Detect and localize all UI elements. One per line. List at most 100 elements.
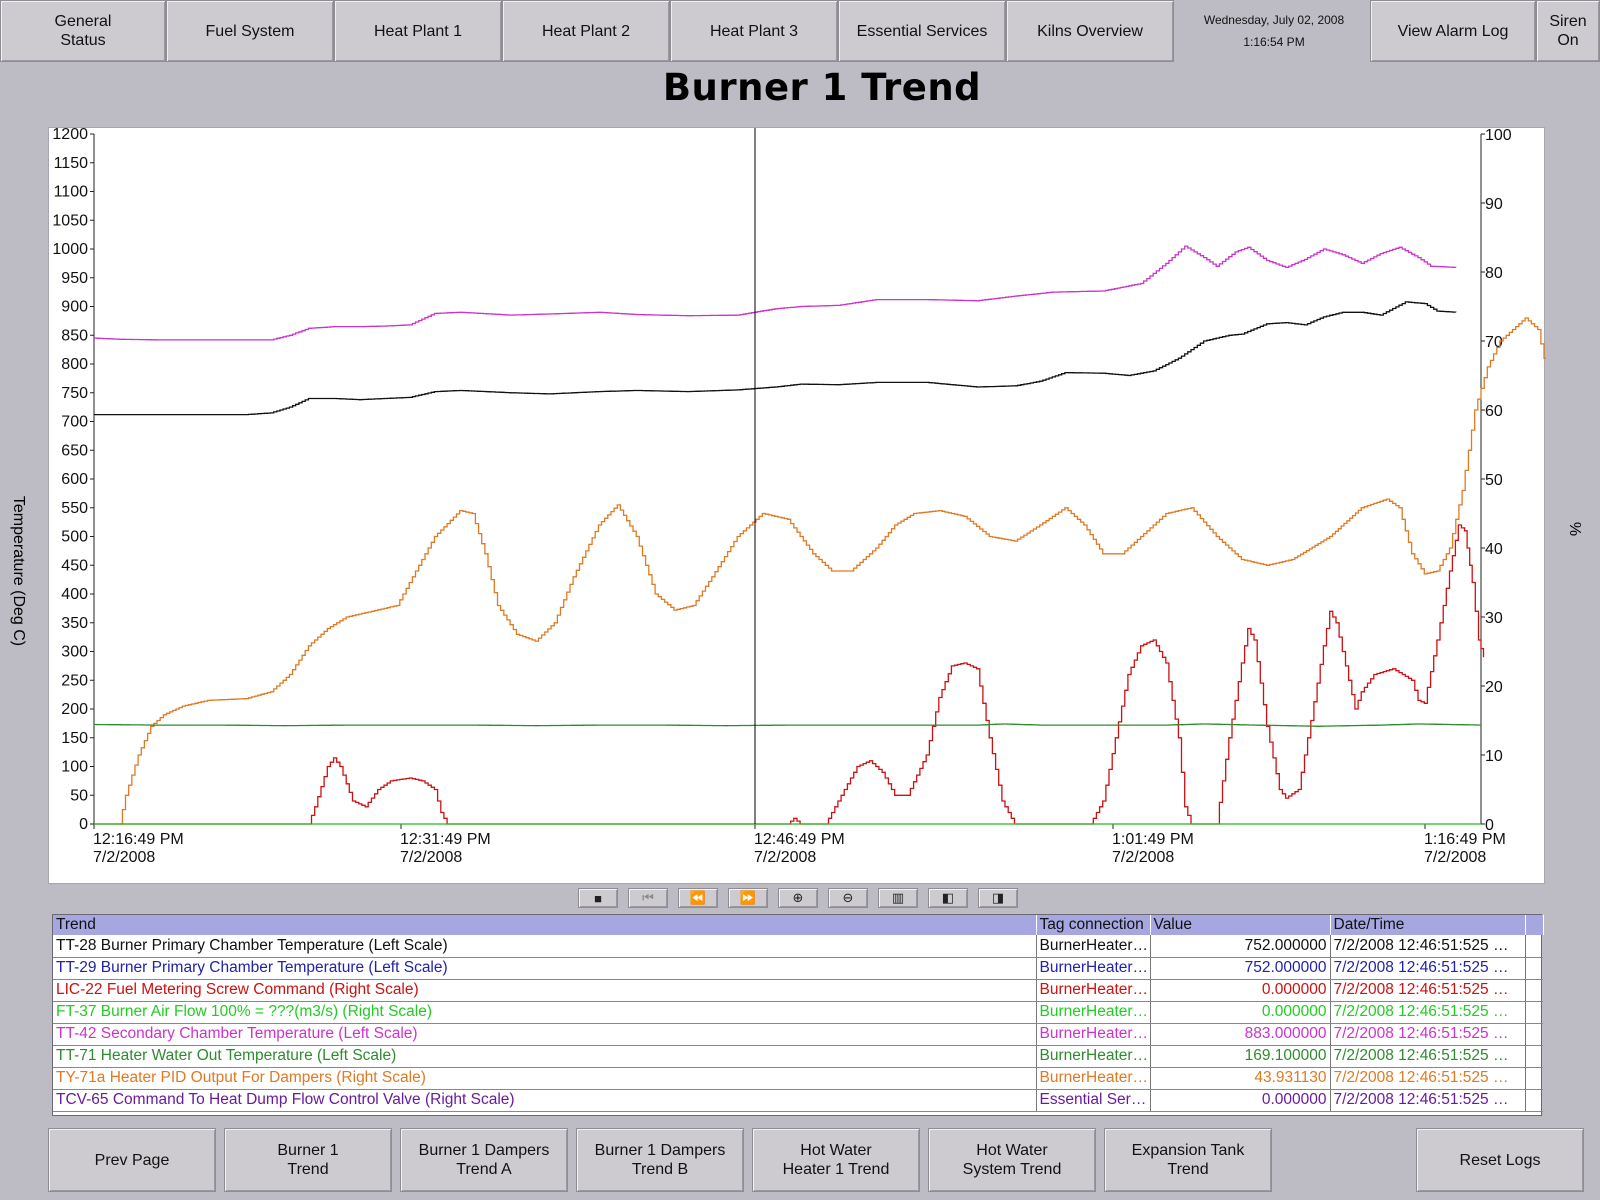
table-row[interactable]: TCV-65 Command To Heat Dump Flow Control…	[53, 1089, 1543, 1112]
burner-1-dampers-trend-b-button[interactable]: Burner 1 Dampers Trend B	[576, 1128, 744, 1192]
legend-date-time: 7/2/2008 12:46:51:525 …	[1330, 1001, 1526, 1024]
left-tick-label: 550	[61, 500, 88, 517]
scroll-cell	[1525, 979, 1543, 1002]
legend-value: 0.000000	[1150, 979, 1331, 1002]
stop-icon[interactable]: ■	[578, 888, 618, 908]
legend-tag-connection: BurnerHeater…	[1036, 935, 1151, 958]
legend-tag-connection: BurnerHeater…	[1036, 1045, 1151, 1068]
right-tick-label: 60	[1485, 403, 1503, 420]
trend-chart-panel[interactable]: 1200 1150 1100 1050 1000 950 900 850 800 750 700 65…	[48, 127, 1546, 885]
x-tick-time-label: 1:01:49 PM	[1112, 831, 1194, 848]
legend-tag-connection: Essential Ser…	[1036, 1089, 1151, 1112]
zoom-out-icon[interactable]: ⊖	[828, 888, 868, 908]
expansion-tank-trend-button[interactable]: Expansion Tank Trend	[1104, 1128, 1272, 1192]
hot-water-system-trend-button[interactable]: Hot Water System Trend	[928, 1128, 1096, 1192]
table-row[interactable]: TT-29 Burner Primary Chamber Temperature…	[53, 957, 1543, 980]
left-tick-label: 150	[61, 730, 88, 747]
trend-legend-table: Trend Tag connection Value Date/Time TT-…	[52, 914, 1544, 1116]
nav-heat-plant-3-button[interactable]: Heat Plant 3	[670, 0, 838, 62]
right-tick-label: 80	[1485, 265, 1503, 282]
forward-icon[interactable]: ⏩	[728, 888, 768, 908]
x-tick-time-label: 12:16:49 PM	[93, 831, 184, 848]
legend-date-time: 7/2/2008 12:46:51:525 …	[1330, 1023, 1526, 1046]
legend-trend-name: LIC-22 Fuel Metering Screw Command (Righ…	[53, 979, 1037, 1002]
left-tick-label: 1000	[52, 241, 88, 258]
ruler-right-icon[interactable]: ◨	[978, 888, 1018, 908]
table-row[interactable]: FT-37 Burner Air Flow 100% = ???(m3/s) (…	[53, 1001, 1543, 1024]
header-trend[interactable]: Trend	[53, 915, 1037, 935]
prev-page-button[interactable]: Prev Page	[48, 1128, 216, 1192]
nav-fuel-system-button[interactable]: Fuel System	[166, 0, 334, 62]
left-tick-label: 350	[61, 615, 88, 632]
table-row[interactable]: TT-28 Burner Primary Chamber Temperature…	[53, 935, 1543, 958]
scroll-cell	[1525, 957, 1543, 980]
legend-tag-connection: BurnerHeater…	[1036, 1023, 1151, 1046]
burner-1-dampers-trend-a-button[interactable]: Burner 1 Dampers Trend A	[400, 1128, 568, 1192]
left-tick-label: 650	[61, 442, 88, 459]
legend-value: 752.000000	[1150, 935, 1331, 958]
header-value[interactable]: Value	[1150, 915, 1331, 935]
legend-date-time: 7/2/2008 12:46:51:525 …	[1330, 935, 1526, 958]
right-tick-label: 30	[1485, 610, 1503, 627]
x-tick-time-label: 1:16:49 PM	[1424, 831, 1506, 848]
left-tick-label: 850	[61, 327, 88, 344]
left-tick-label: 950	[61, 270, 88, 287]
x-tick-time-label: 12:31:49 PM	[400, 831, 491, 848]
legend-value: 883.000000	[1150, 1023, 1331, 1046]
left-tick-label: 100	[61, 759, 88, 776]
legend-date-time: 7/2/2008 12:46:51:525 …	[1330, 1045, 1526, 1068]
x-tick-date-label: 7/2/2008	[1112, 849, 1174, 866]
nav-essential-services-button[interactable]: Essential Services	[838, 0, 1006, 62]
left-tick-label: 200	[61, 701, 88, 718]
left-tick-label: 1100	[54, 184, 89, 201]
header-tag-connection[interactable]: Tag connection	[1036, 915, 1151, 935]
left-tick-label: 400	[61, 586, 88, 603]
x-tick-date-label: 7/2/2008	[400, 849, 462, 866]
hot-water-heater-1-trend-button[interactable]: Hot Water Heater 1 Trend	[752, 1128, 920, 1192]
scroll-cell	[1525, 1067, 1543, 1090]
left-tick-label: 750	[61, 385, 88, 402]
left-tick-label: 0	[79, 816, 88, 833]
view-alarm-log-button[interactable]: View Alarm Log	[1370, 0, 1536, 62]
table-row[interactable]: TT-71 Heater Water Out Temperature (Left…	[53, 1045, 1543, 1068]
legend-tag-connection: BurnerHeater…	[1036, 1001, 1151, 1024]
x-tick-date-label: 7/2/2008	[754, 849, 816, 866]
reset-logs-button[interactable]: Reset Logs	[1416, 1128, 1584, 1192]
siren-on-button[interactable]: Siren On	[1536, 0, 1600, 62]
rewind-icon[interactable]: ⏪	[678, 888, 718, 908]
nav-heat-plant-1-button[interactable]: Heat Plant 1	[334, 0, 502, 62]
scroll-cell	[1525, 1089, 1543, 1112]
first-icon[interactable]: ⏮	[628, 888, 668, 908]
clock: Wednesday, July 02, 2008 1:16:54 PM	[1178, 0, 1370, 62]
legend-tag-connection: BurnerHeater…	[1036, 979, 1151, 1002]
scroll-cell	[1525, 1001, 1543, 1024]
table-row[interactable]: TY-71a Heater PID Output For Dampers (Ri…	[53, 1067, 1543, 1090]
legend-value: 752.000000	[1150, 957, 1331, 980]
table-row[interactable]: TT-42 Secondary Chamber Temperature (Lef…	[53, 1023, 1543, 1046]
zoom-in-icon[interactable]: ⊕	[778, 888, 818, 908]
legend-date-time: 7/2/2008 12:46:51:525 …	[1330, 1089, 1526, 1112]
legend-value: 0.000000	[1150, 1001, 1331, 1024]
trend-chart[interactable]: 1200115011001050100095090085080075070065…	[49, 128, 1546, 885]
nav-kilns-overview-button[interactable]: Kilns Overview	[1006, 0, 1174, 62]
scroll-cell	[1525, 1045, 1543, 1068]
header-date-time[interactable]: Date/Time	[1330, 915, 1526, 935]
ruler-icon[interactable]: ▥	[878, 888, 918, 908]
series-line	[94, 301, 1457, 416]
scroll-cell	[1525, 935, 1543, 958]
left-tick-label: 700	[61, 414, 88, 431]
ruler-left-icon[interactable]: ◧	[928, 888, 968, 908]
right-axis-title: %	[1566, 521, 1584, 537]
legend-value: 43.931130	[1150, 1067, 1331, 1090]
right-tick-label: 0	[1485, 817, 1494, 834]
clock-date: Wednesday, July 02, 2008	[1203, 13, 1345, 27]
legend-trend-name: FT-37 Burner Air Flow 100% = ???(m3/s) (…	[53, 1001, 1037, 1024]
table-row[interactable]: LIC-22 Fuel Metering Screw Command (Righ…	[53, 979, 1543, 1002]
series-line	[94, 723, 1482, 727]
legend-tag-connection: BurnerHeater…	[1036, 1067, 1151, 1090]
nav-general-status-button[interactable]: General Status	[0, 0, 166, 62]
left-tick-label: 1200	[52, 128, 88, 143]
series-line	[94, 524, 1485, 825]
nav-heat-plant-2-button[interactable]: Heat Plant 2	[502, 0, 670, 62]
burner-1-trend-button[interactable]: Burner 1 Trend	[224, 1128, 392, 1192]
